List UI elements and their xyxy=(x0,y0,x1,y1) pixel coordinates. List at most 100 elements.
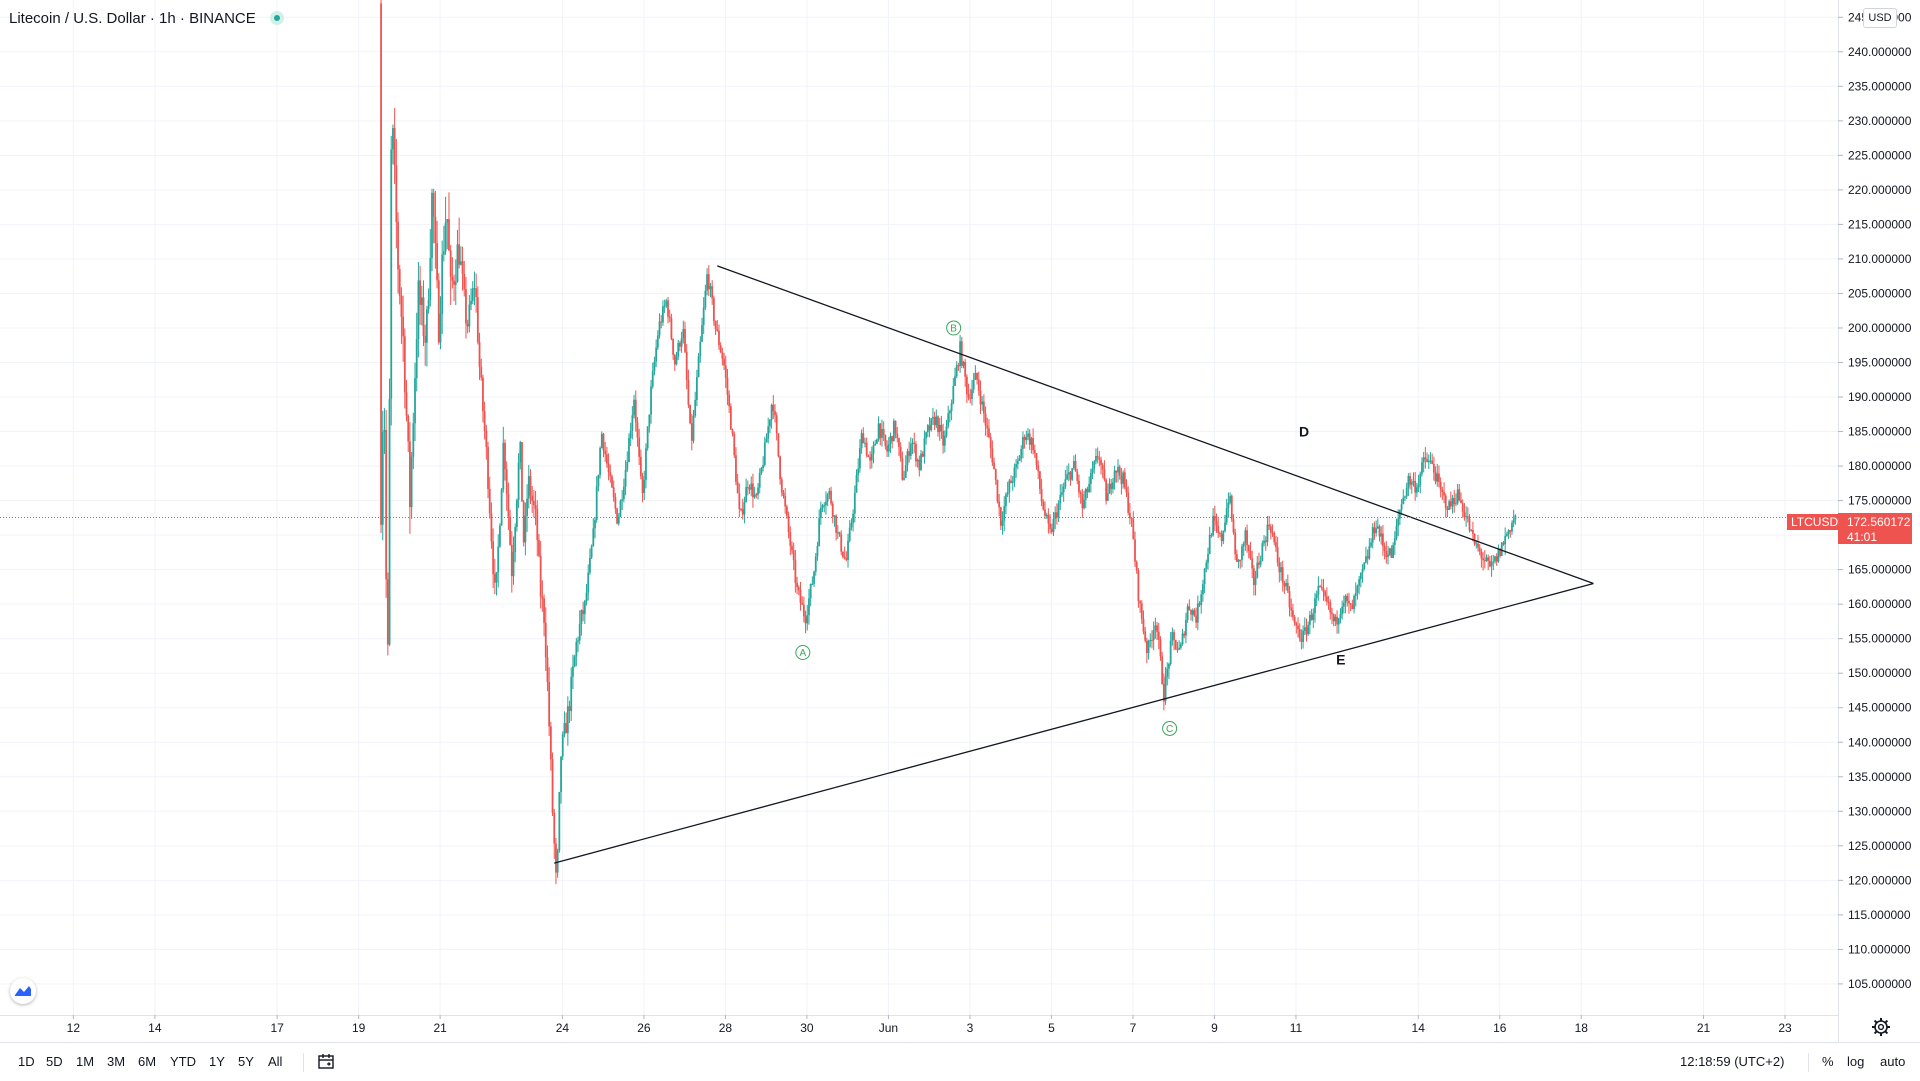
candle-body xyxy=(385,429,388,580)
candle-body xyxy=(891,436,894,442)
wave-label-c[interactable]: C xyxy=(1166,724,1173,735)
candle-body xyxy=(1147,640,1150,654)
time-tick-label: 3 xyxy=(967,1021,974,1035)
candle-body xyxy=(711,286,714,299)
candle-body xyxy=(663,305,666,307)
range-ytd-button[interactable]: YTD xyxy=(170,1054,196,1069)
wave-label-d[interactable]: D xyxy=(1299,424,1309,440)
candle-body xyxy=(400,295,403,317)
candle-body xyxy=(1303,627,1306,631)
candle-body xyxy=(1269,526,1272,533)
candle-body xyxy=(702,307,705,326)
candle-body xyxy=(1490,562,1493,567)
candle-body xyxy=(672,338,675,355)
candle-body xyxy=(493,574,496,583)
candle-body xyxy=(402,316,405,337)
candle-body xyxy=(1195,615,1198,623)
candle-body xyxy=(1375,528,1378,534)
candle-body xyxy=(1129,512,1131,519)
range-all-button[interactable]: All xyxy=(268,1054,283,1069)
candle-body xyxy=(1317,586,1320,595)
range-1y-button[interactable]: 1Y xyxy=(209,1054,225,1069)
candle-body xyxy=(1139,601,1141,604)
drawings[interactable]: A B C D E xyxy=(0,265,1838,864)
candle-body xyxy=(1122,472,1125,484)
time-axis-background xyxy=(0,1015,1838,1042)
currency-button[interactable]: USD xyxy=(1863,8,1897,28)
candle-body xyxy=(624,469,627,487)
symbol-legend[interactable]: Litecoin / U.S. Dollar · 1h · BINANCE xyxy=(9,8,284,28)
market-open-dot-icon xyxy=(269,11,284,25)
wave-label-circle[interactable] xyxy=(946,320,962,336)
time-tick-label: 21 xyxy=(433,1021,447,1035)
candle-body xyxy=(595,486,598,520)
tradingview-logo-icon[interactable] xyxy=(10,978,36,1004)
range-6m-button[interactable]: 6M xyxy=(138,1054,157,1069)
time-tick-label: 19 xyxy=(352,1021,366,1035)
candle-body xyxy=(1449,501,1452,507)
wave-label-a[interactable]: A xyxy=(800,648,807,659)
wave-label-circle[interactable] xyxy=(1162,720,1178,736)
candle-body xyxy=(1329,602,1332,613)
candle-body xyxy=(1037,465,1040,472)
log-scale-button[interactable]: log xyxy=(1847,1054,1865,1069)
candle-body xyxy=(780,479,783,493)
date-range-icon[interactable] xyxy=(317,1053,335,1071)
candle-body xyxy=(1168,663,1170,669)
candle-body xyxy=(504,442,506,470)
clock-timezone[interactable]: 12:18:59 (UTC+2) xyxy=(1680,1054,1785,1069)
candle-body xyxy=(1003,506,1006,521)
candle-body xyxy=(1358,579,1361,586)
candle-body xyxy=(490,513,493,542)
candle-body xyxy=(1096,456,1099,458)
candle-body xyxy=(1072,461,1075,469)
candle-body xyxy=(381,432,384,525)
candle-body xyxy=(473,288,476,290)
candle-body xyxy=(673,354,676,365)
time-axis[interactable]: 12 14 17 19 21 24 26 28 30 Jun 3 5 7 9 11 14 16 18 21 23 xyxy=(0,1015,1838,1042)
price-tick-label: 230.000000 xyxy=(1848,114,1912,128)
range-1d-button[interactable]: 1D xyxy=(18,1054,35,1069)
candle-body xyxy=(1455,503,1457,505)
price-tick-label: 185.000000 xyxy=(1848,425,1912,439)
price-tick-label: 105.000000 xyxy=(1848,977,1912,991)
lower-trendline[interactable] xyxy=(554,582,1594,864)
candle-body xyxy=(721,352,724,359)
candle-body xyxy=(1008,480,1011,493)
candle-body xyxy=(1027,433,1029,437)
candle-body xyxy=(485,431,488,447)
candle-body xyxy=(752,483,754,498)
wave-label-circle[interactable] xyxy=(795,645,811,660)
candle-body xyxy=(1337,618,1340,625)
candle-body xyxy=(1123,472,1126,488)
candle-body xyxy=(1465,516,1468,518)
candle-body xyxy=(1492,561,1495,563)
candle-body xyxy=(743,502,746,515)
range-1m-button[interactable]: 1M xyxy=(76,1054,95,1069)
candle-body xyxy=(1507,530,1510,534)
candle-body xyxy=(898,438,900,447)
auto-scale-button[interactable]: auto xyxy=(1880,1054,1906,1069)
candle-body xyxy=(1438,473,1440,482)
wave-label-b[interactable]: B xyxy=(950,323,957,334)
candle-body xyxy=(1402,497,1405,505)
candle-body xyxy=(886,445,888,452)
candle-body xyxy=(879,423,882,438)
candle-body xyxy=(903,477,905,480)
candle-body xyxy=(1342,602,1345,607)
range-5y-button[interactable]: 5Y xyxy=(238,1054,254,1069)
candle-body xyxy=(1064,479,1067,487)
range-3m-button[interactable]: 3M xyxy=(107,1054,126,1069)
candle-body xyxy=(509,516,512,545)
candle-body xyxy=(774,411,776,416)
percent-scale-button[interactable]: % xyxy=(1822,1054,1834,1069)
gear-icon[interactable] xyxy=(1870,1016,1892,1038)
candle-body xyxy=(733,433,736,456)
candle-body xyxy=(1409,476,1411,485)
wave-label-e[interactable]: E xyxy=(1336,651,1345,667)
price-tick-label: 195.000000 xyxy=(1848,356,1912,370)
range-5d-button[interactable]: 5D xyxy=(46,1054,63,1069)
upper-trendline[interactable] xyxy=(717,265,1594,585)
candle-body xyxy=(1052,518,1055,532)
